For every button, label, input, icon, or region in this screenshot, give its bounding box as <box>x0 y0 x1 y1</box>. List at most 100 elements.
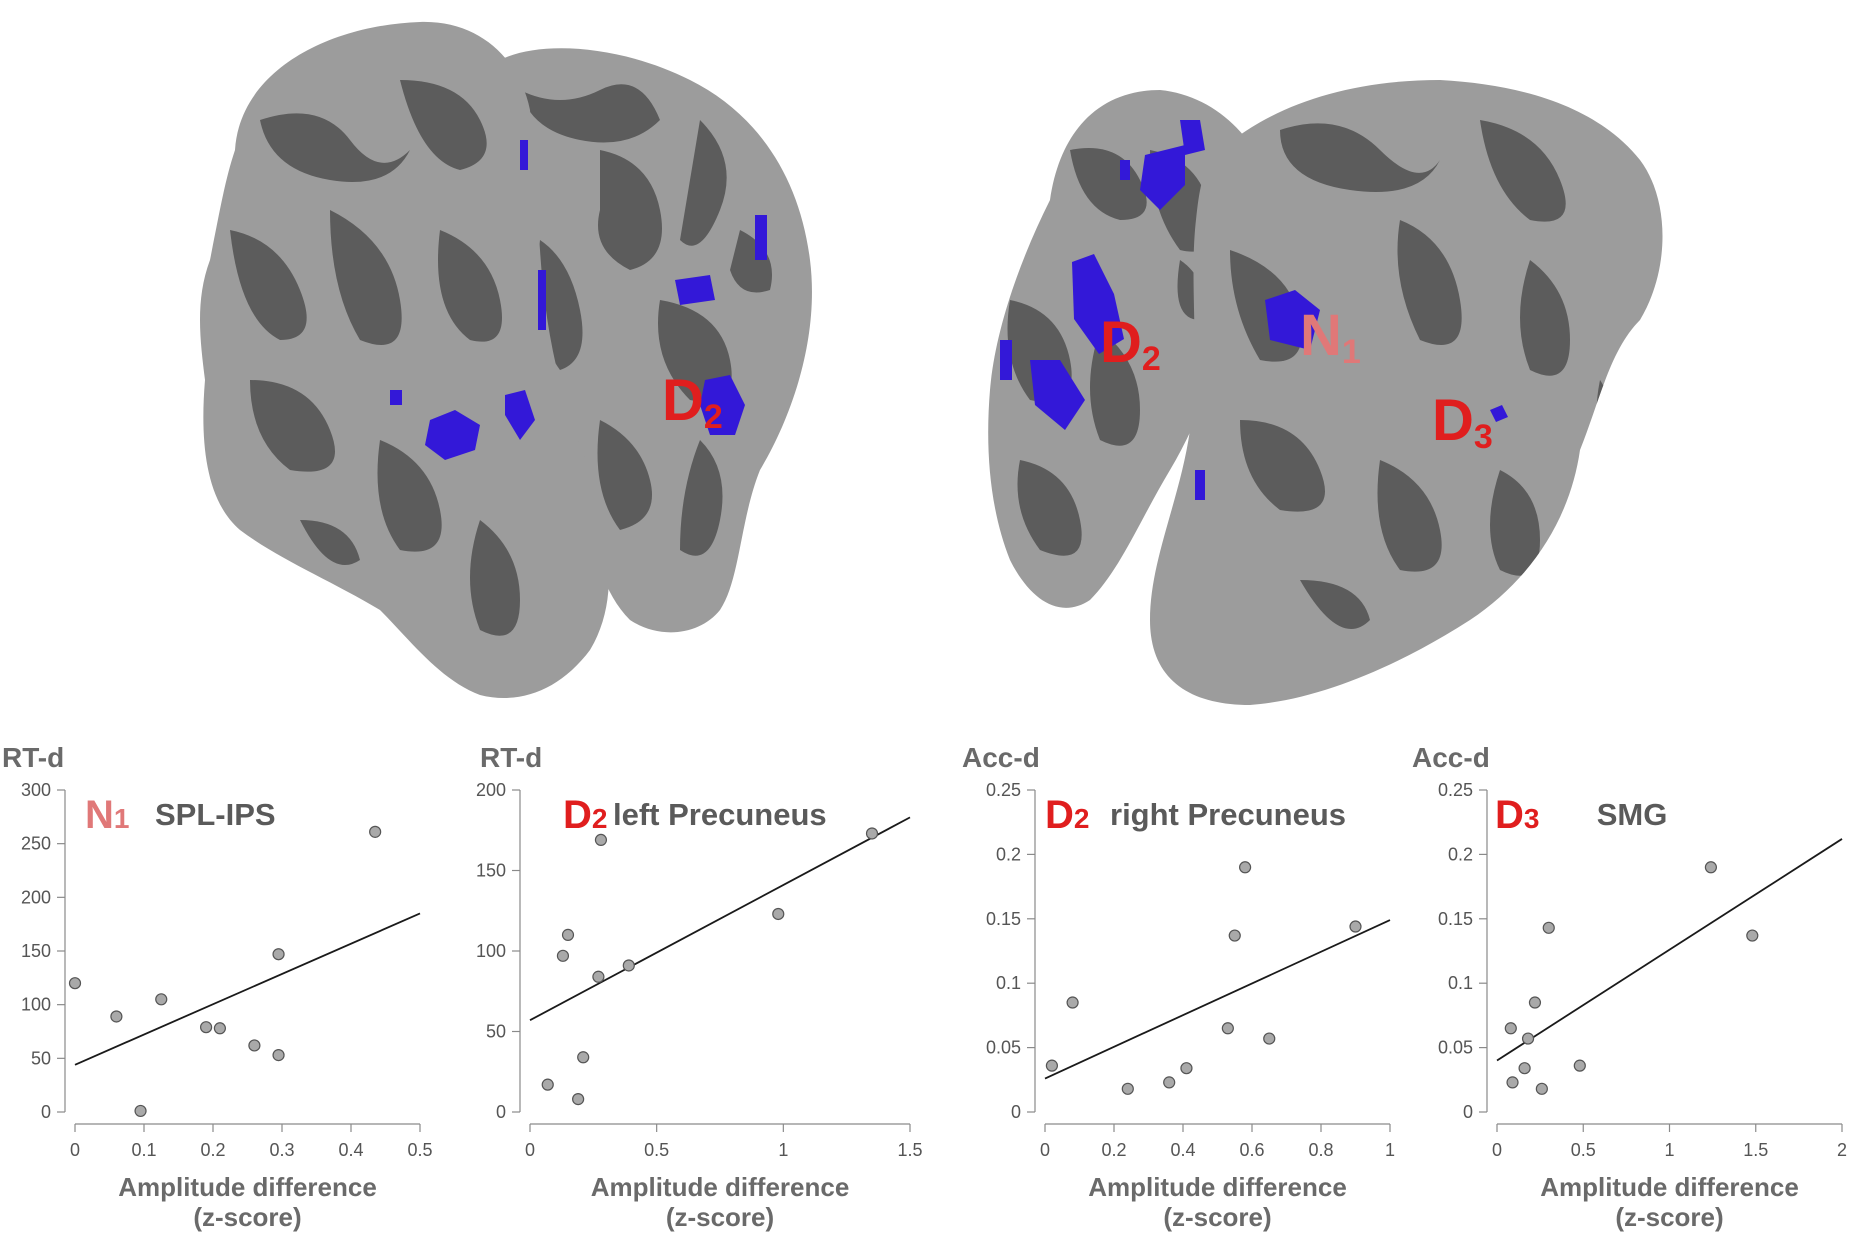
data-point <box>1521 1032 1535 1045</box>
data-point <box>68 977 82 990</box>
y-tick-label: 0.05 <box>1438 1038 1473 1058</box>
region-code-label: N1 <box>85 793 129 837</box>
x-tick-label: 0.6 <box>1239 1140 1264 1160</box>
data-point <box>1518 1062 1531 1075</box>
y-tick-label: 150 <box>21 941 51 961</box>
x-tick-label: 0 <box>70 1140 80 1160</box>
x-tick-label: 0.2 <box>1101 1140 1126 1160</box>
y-tick-label: 0.25 <box>1438 780 1473 800</box>
x-tick-label: 0.5 <box>407 1140 432 1160</box>
data-point <box>248 1039 261 1052</box>
brain-label-n1: N1 <box>1300 303 1361 371</box>
data-point <box>200 1021 213 1034</box>
data-point <box>155 993 168 1006</box>
data-point <box>1704 861 1717 874</box>
data-point <box>1746 929 1759 942</box>
data-point <box>622 959 635 972</box>
y-axis-title: RT-d <box>480 742 542 773</box>
regression-line <box>74 912 421 1066</box>
scatter-panel-n1-spl-ips: RT-d 0 50 100 150 200 250 300 0 0.1 0.2 0.3 0.4 0.5 N1… <box>0 735 440 1240</box>
data-point <box>572 1093 585 1106</box>
data-point <box>561 928 575 941</box>
scatter-svg: Acc-d 0 0.05 0.1 0.15 0.2 0.25 0 0.2 0.4 0.6 0.8 1 D2… <box>962 742 1395 1232</box>
left-hemisphere-view: D2 <box>200 21 812 698</box>
x-tick-label: 0.5 <box>644 1140 669 1160</box>
data-point <box>592 970 605 983</box>
x-axis-title: Amplitude difference <box>591 1172 850 1202</box>
data-point <box>541 1078 554 1091</box>
y-tick-label: 0.2 <box>996 844 1021 864</box>
data-point <box>594 833 608 847</box>
y-tick-label: 0.15 <box>1438 909 1473 929</box>
data-point <box>1228 929 1241 942</box>
data-point <box>1180 1062 1193 1075</box>
data-point <box>134 1104 147 1118</box>
y-axis-title: Acc-d <box>962 742 1040 773</box>
region-code-label: D2 <box>1045 793 1089 837</box>
x-tick-label: 0 <box>1492 1140 1502 1160</box>
region-code-label: D3 <box>1495 793 1539 837</box>
data-point <box>772 907 785 921</box>
region-name: right Precuneus <box>1110 797 1346 832</box>
regression-line <box>1496 838 1843 1062</box>
y-tick-label: 300 <box>21 780 51 800</box>
region-name: left Precuneus <box>613 797 827 832</box>
data-point <box>1535 1082 1548 1095</box>
data-point <box>1506 1076 1519 1089</box>
y-tick-label: 0.15 <box>986 909 1021 929</box>
data-point <box>1239 861 1252 874</box>
x-tick-label: 2 <box>1837 1140 1847 1160</box>
scatter-panel-d3-smg: Acc-d 0 0.05 0.1 0.15 0.2 0.25 0 0.5 1 1.5 2 D3 SMG Am… <box>1410 735 1850 1240</box>
y-tick-label: 50 <box>486 1022 506 1042</box>
scatter-panel-d2-left-precuneus: RT-d 0 50 100 150 200 0 0.5 1 1.5 D2 left Precuneus… <box>476 735 938 1240</box>
x-axis-title-unit: (z-score) <box>193 1202 301 1232</box>
data-point <box>1349 920 1362 933</box>
y-tick-label: 200 <box>476 780 506 800</box>
scatter-svg: RT-d 0 50 100 150 200 0 0.5 1 1.5 D2 left Precuneus… <box>476 742 923 1232</box>
x-axis-title-unit: (z-score) <box>1615 1202 1723 1232</box>
data-point <box>369 825 382 838</box>
x-tick-label: 0.5 <box>1571 1140 1596 1160</box>
data-point <box>1263 1032 1276 1045</box>
y-tick-label: 0.25 <box>986 780 1021 800</box>
x-axis-title-unit: (z-score) <box>1163 1202 1271 1232</box>
y-tick-label: 0.1 <box>1448 973 1473 993</box>
x-tick-label: 1 <box>778 1140 788 1160</box>
scatter-panel-d2-right-precuneus: Acc-d 0 0.05 0.1 0.15 0.2 0.25 0 0.2 0.4 0.6 0.8 1 D2… <box>960 735 1400 1240</box>
region-code-label: D2 <box>563 793 607 837</box>
data-point <box>110 1010 123 1023</box>
data-point <box>1045 1059 1059 1072</box>
data-point <box>1121 1082 1134 1095</box>
x-tick-label: 0 <box>1040 1140 1050 1160</box>
y-tick-label: 0 <box>1463 1102 1473 1122</box>
y-tick-label: 0.1 <box>996 973 1021 993</box>
x-tick-label: 1 <box>1664 1140 1674 1160</box>
data-point <box>577 1051 590 1064</box>
scatter-svg: RT-d 0 50 100 150 200 250 300 0 0.1 0.2 0.3 0.4 0.5 N1… <box>2 742 433 1232</box>
regression-line <box>1044 919 1391 1080</box>
y-tick-label: 100 <box>21 995 51 1015</box>
x-tick-label: 1.5 <box>1743 1140 1768 1160</box>
y-tick-label: 150 <box>476 861 506 881</box>
data-point <box>1573 1059 1586 1072</box>
data-point <box>1066 996 1079 1009</box>
data-point <box>1221 1022 1234 1035</box>
x-tick-label: 1 <box>1385 1140 1395 1160</box>
y-tick-label: 200 <box>21 887 51 907</box>
data-point <box>272 948 285 961</box>
x-tick-label: 1.5 <box>897 1140 922 1160</box>
right-hemisphere-view: D2 N1 D3 <box>988 80 1663 705</box>
data-point <box>1504 1022 1517 1035</box>
y-tick-label: 250 <box>21 834 51 854</box>
x-axis-title: Amplitude difference <box>118 1172 377 1202</box>
data-point <box>272 1049 285 1062</box>
y-tick-label: 0.05 <box>986 1038 1021 1058</box>
y-tick-label: 100 <box>476 941 506 961</box>
data-point <box>556 949 570 962</box>
brain-surfaces: D2 <box>200 21 1663 705</box>
region-name: SMG <box>1597 797 1668 832</box>
regression-line <box>529 816 911 1022</box>
x-tick-label: 0.4 <box>338 1140 363 1160</box>
data-point <box>1528 996 1542 1009</box>
x-tick-label: 0.2 <box>200 1140 225 1160</box>
